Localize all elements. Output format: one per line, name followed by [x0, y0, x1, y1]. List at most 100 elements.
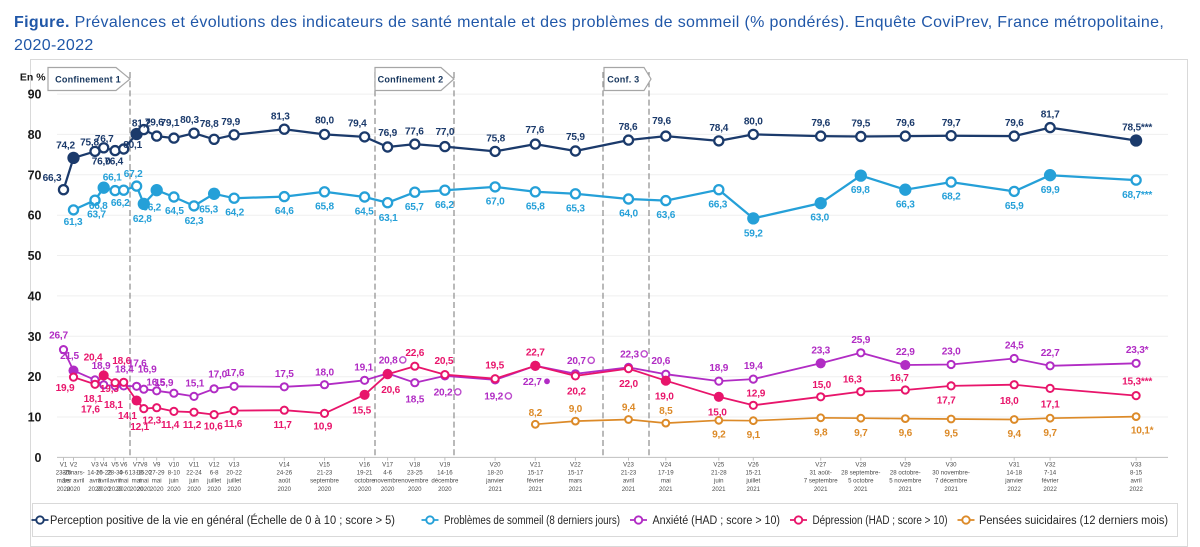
svg-text:2021: 2021: [944, 486, 958, 493]
svg-text:V30: V30: [946, 462, 957, 469]
svg-text:V3: V3: [91, 462, 99, 469]
svg-text:15-21: 15-21: [746, 470, 762, 477]
svg-text:70: 70: [28, 168, 42, 182]
svg-text:V31: V31: [1009, 462, 1020, 469]
svg-text:juillet: juillet: [745, 478, 760, 485]
svg-text:2020: 2020: [408, 486, 422, 493]
svg-text:30 novembre-: 30 novembre-: [932, 470, 970, 477]
svg-text:16,3: 16,3: [843, 375, 862, 386]
svg-text:2021: 2021: [622, 486, 636, 493]
svg-text:2022: 2022: [1043, 486, 1057, 493]
svg-text:78,4: 78,4: [709, 123, 728, 134]
svg-text:14-16: 14-16: [437, 470, 453, 477]
svg-text:78,5***: 78,5***: [1122, 122, 1152, 133]
svg-text:6-8: 6-8: [210, 470, 219, 477]
svg-text:juin: juin: [188, 478, 199, 485]
svg-text:21-23: 21-23: [621, 470, 637, 477]
svg-text:V26: V26: [748, 462, 759, 469]
svg-text:16,5: 16,5: [146, 377, 165, 388]
svg-text:9,4: 9,4: [622, 403, 636, 414]
svg-text:mai: mai: [661, 478, 671, 485]
svg-text:69,9: 69,9: [1041, 185, 1060, 196]
svg-text:19,5: 19,5: [485, 360, 504, 371]
svg-text:5 octobre: 5 octobre: [848, 478, 874, 485]
svg-text:1er avril: 1er avril: [63, 478, 85, 485]
svg-text:65,8: 65,8: [315, 201, 334, 212]
svg-text:12,1: 12,1: [130, 422, 149, 433]
svg-text:2020: 2020: [187, 486, 201, 493]
svg-text:Conf. 3: Conf. 3: [607, 74, 639, 84]
svg-text:4-6: 4-6: [383, 470, 392, 477]
svg-text:18,0: 18,0: [1000, 396, 1019, 407]
svg-text:9,0: 9,0: [569, 404, 583, 415]
svg-text:59,2: 59,2: [744, 229, 763, 240]
svg-text:76,4: 76,4: [104, 157, 123, 168]
svg-text:V11: V11: [189, 462, 200, 469]
svg-text:12,3: 12,3: [142, 415, 161, 426]
svg-text:11,7: 11,7: [273, 420, 292, 431]
svg-text:2021: 2021: [854, 486, 868, 493]
svg-text:20,6: 20,6: [381, 385, 400, 396]
svg-text:2021: 2021: [529, 486, 543, 493]
svg-text:65,9: 65,9: [1005, 201, 1024, 212]
svg-text:8-15: 8-15: [1130, 470, 1143, 477]
svg-text:V28: V28: [855, 462, 866, 469]
svg-text:66,3: 66,3: [708, 199, 727, 210]
svg-text:V16: V16: [359, 462, 370, 469]
svg-text:31 août-: 31 août-: [810, 470, 832, 477]
svg-text:79,7: 79,7: [942, 118, 961, 129]
svg-text:2020: 2020: [167, 486, 181, 493]
svg-text:66,8: 66,8: [89, 201, 108, 212]
svg-text:15-17: 15-17: [528, 470, 544, 477]
svg-text:Confinement 2: Confinement 2: [378, 74, 444, 84]
svg-text:22,7: 22,7: [523, 377, 542, 388]
svg-text:avril: avril: [98, 478, 109, 485]
svg-text:78,6: 78,6: [619, 122, 638, 133]
svg-text:18,4: 18,4: [115, 365, 134, 376]
svg-text:16,9: 16,9: [138, 364, 157, 375]
svg-text:18,9: 18,9: [709, 363, 728, 374]
svg-text:V4: V4: [100, 462, 108, 469]
svg-text:11,2: 11,2: [183, 420, 202, 431]
svg-text:mai: mai: [132, 478, 142, 485]
svg-text:juillet: juillet: [206, 478, 221, 485]
svg-text:20,4: 20,4: [84, 353, 103, 364]
svg-text:65,3: 65,3: [566, 203, 585, 214]
svg-text:19,2: 19,2: [484, 392, 503, 403]
svg-text:28 septembre-: 28 septembre-: [841, 470, 880, 477]
svg-text:81,3: 81,3: [271, 111, 290, 122]
svg-text:2020: 2020: [108, 486, 122, 493]
svg-text:79,1: 79,1: [161, 118, 180, 129]
svg-text:7 septembre: 7 septembre: [804, 478, 838, 485]
svg-text:17,6: 17,6: [226, 368, 245, 379]
svg-text:23-25: 23-25: [407, 470, 423, 477]
svg-text:2020: 2020: [318, 486, 332, 493]
svg-text:2020: 2020: [130, 486, 144, 493]
svg-text:75,8: 75,8: [486, 134, 505, 145]
svg-text:19,0: 19,0: [655, 391, 674, 402]
svg-text:77,0: 77,0: [436, 127, 455, 138]
svg-text:20: 20: [28, 370, 42, 384]
svg-text:65,8: 65,8: [526, 201, 545, 212]
svg-text:22,7: 22,7: [1041, 348, 1060, 359]
svg-text:27-29: 27-29: [149, 470, 165, 477]
svg-text:62,8: 62,8: [133, 214, 152, 225]
svg-text:mars: mars: [57, 478, 71, 485]
svg-text:V15: V15: [319, 462, 330, 469]
svg-text:80: 80: [28, 128, 42, 142]
svg-text:8,2: 8,2: [529, 408, 543, 419]
svg-text:74,2: 74,2: [56, 141, 75, 152]
svg-text:30mars-: 30mars-: [62, 470, 84, 477]
svg-text:66,1: 66,1: [103, 173, 122, 184]
svg-text:Anxiété (HAD ; score > 10): Anxiété (HAD ; score > 10): [653, 515, 781, 527]
svg-text:15,0: 15,0: [812, 380, 831, 391]
svg-text:17,5: 17,5: [275, 369, 294, 380]
svg-text:18,5: 18,5: [405, 394, 424, 405]
svg-text:9,7: 9,7: [854, 428, 868, 439]
svg-text:V7: V7: [133, 462, 141, 469]
svg-text:décembre: décembre: [431, 478, 459, 485]
svg-text:22,3: 22,3: [620, 350, 639, 361]
svg-text:avril: avril: [1131, 478, 1142, 485]
svg-text:22,9: 22,9: [896, 347, 915, 358]
svg-text:23-25: 23-25: [56, 470, 72, 477]
